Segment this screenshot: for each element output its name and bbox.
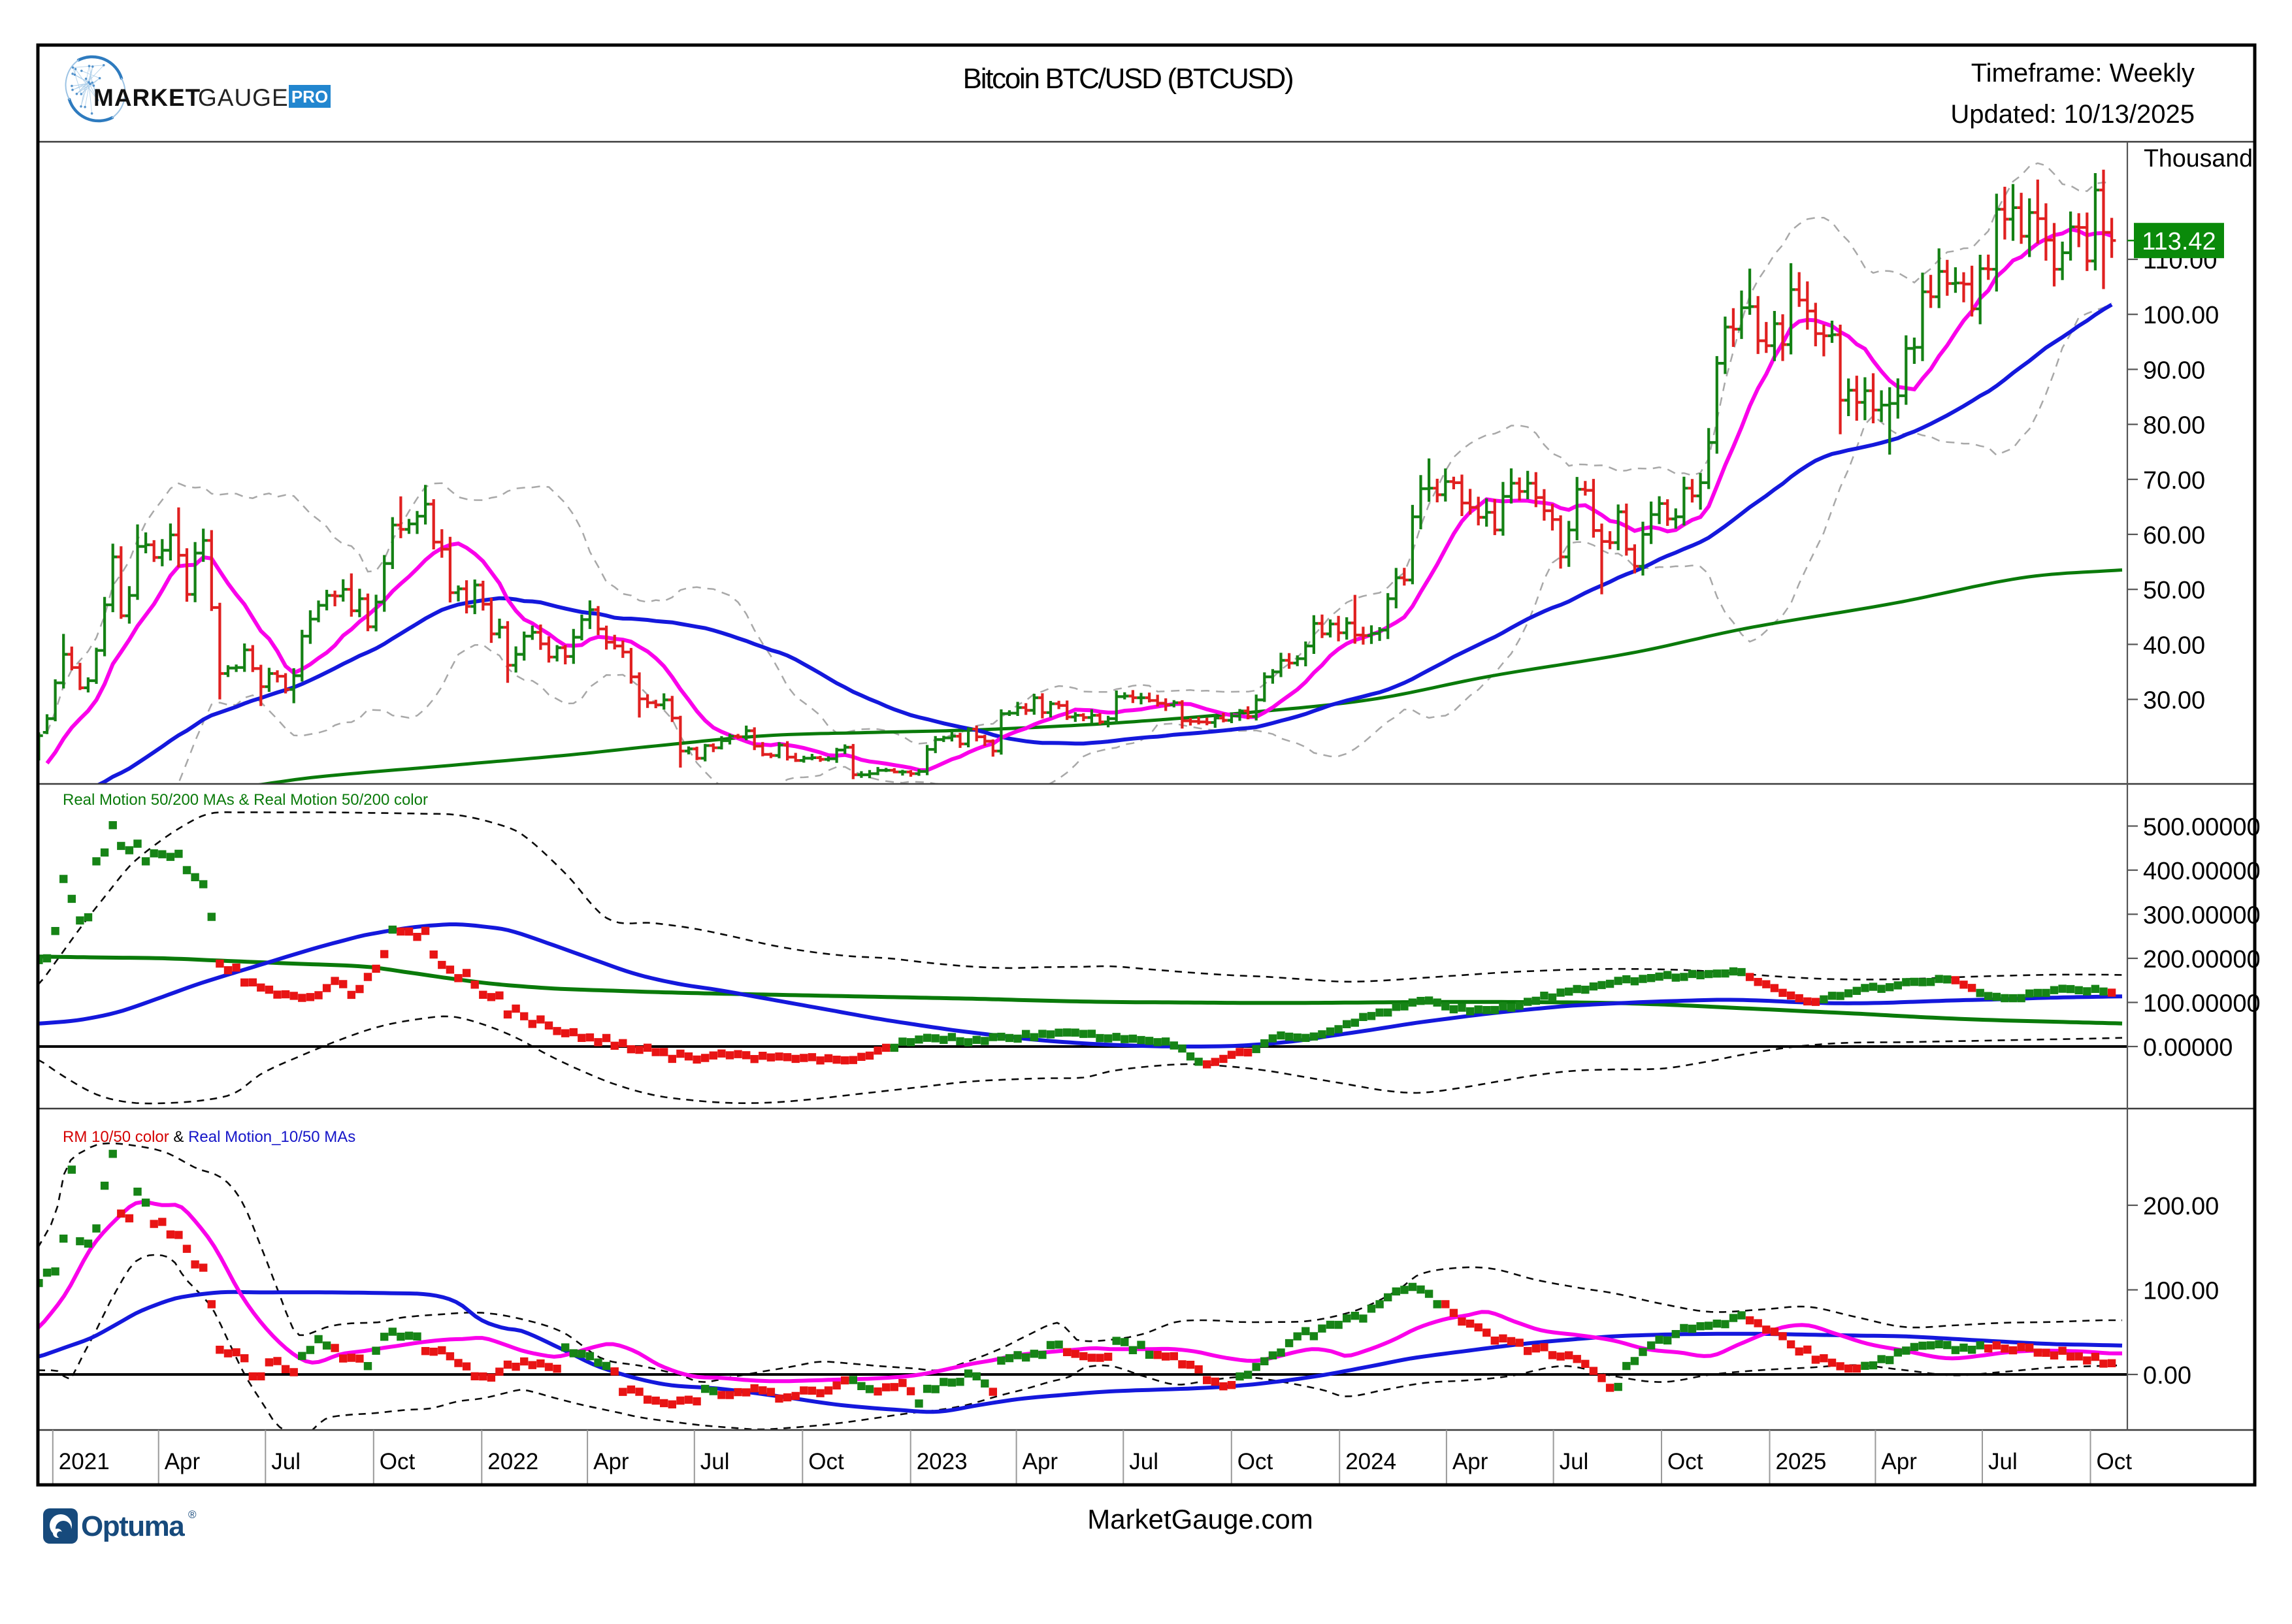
svg-text:500.00000: 500.00000	[2143, 814, 2261, 841]
svg-text:Jul: Jul	[271, 1449, 301, 1474]
svg-text:Real Motion 50/200 MAs & Real: Real Motion 50/200 MAs & Real Motion 50/…	[63, 791, 428, 809]
svg-text:60.00: 60.00	[2143, 522, 2205, 549]
svg-text:400.00000: 400.00000	[2143, 858, 2261, 885]
svg-text:2024: 2024	[1345, 1449, 1396, 1474]
svg-text:100.00: 100.00	[2143, 1278, 2219, 1305]
svg-text:Apr: Apr	[165, 1449, 201, 1474]
svg-text:Apr: Apr	[1452, 1449, 1488, 1474]
svg-text:MarketGauge.com: MarketGauge.com	[1087, 1504, 1313, 1535]
svg-text:PRO: PRO	[291, 87, 328, 106]
svg-text:Timeframe: Weekly: Timeframe: Weekly	[1971, 59, 2195, 88]
svg-text:Apr: Apr	[1023, 1449, 1058, 1474]
svg-text:Oct: Oct	[1667, 1449, 1703, 1474]
svg-text:200.00: 200.00	[2143, 1193, 2219, 1220]
svg-text:100.00: 100.00	[2143, 302, 2219, 329]
svg-text:0.00: 0.00	[2143, 1362, 2191, 1389]
svg-text:Apr: Apr	[1881, 1449, 1917, 1474]
svg-text:50.00: 50.00	[2143, 577, 2205, 604]
svg-text:30.00: 30.00	[2143, 687, 2205, 715]
svg-text:®: ®	[188, 1508, 197, 1521]
svg-text:Thousand: Thousand	[2144, 145, 2253, 172]
svg-text:Bitcoin BTC/USD (BTCUSD): Bitcoin BTC/USD (BTCUSD)	[963, 63, 1293, 95]
svg-text:40.00: 40.00	[2143, 632, 2205, 659]
svg-text:Oct: Oct	[808, 1449, 844, 1474]
svg-text:Jul: Jul	[1988, 1449, 2018, 1474]
svg-text:GAUGE: GAUGE	[198, 84, 289, 111]
svg-text:100.00000: 100.00000	[2143, 990, 2261, 1018]
svg-text:Apr: Apr	[593, 1449, 629, 1474]
svg-text:Updated: 10/13/2025: Updated: 10/13/2025	[1950, 100, 2195, 129]
svg-text:Oct: Oct	[1237, 1449, 1273, 1474]
svg-text:113.42: 113.42	[2142, 228, 2216, 255]
svg-text:Jul: Jul	[1560, 1449, 1589, 1474]
svg-text:80.00: 80.00	[2143, 412, 2205, 440]
svg-text:Jul: Jul	[700, 1449, 730, 1474]
svg-text:2025: 2025	[1776, 1449, 1827, 1474]
svg-text:90.00: 90.00	[2143, 357, 2205, 384]
svg-text:Optuma: Optuma	[81, 1510, 185, 1542]
svg-text:2023: 2023	[917, 1449, 968, 1474]
svg-text:0.00000: 0.00000	[2143, 1034, 2233, 1062]
svg-text:Jul: Jul	[1129, 1449, 1158, 1474]
svg-text:Oct: Oct	[380, 1449, 416, 1474]
svg-text:200.00000: 200.00000	[2143, 946, 2261, 973]
svg-text:RM 10/50 color & Real Motion_1: RM 10/50 color & Real Motion_10/50 MAs	[63, 1128, 355, 1146]
svg-text:Oct: Oct	[2097, 1449, 2133, 1474]
svg-text:70.00: 70.00	[2143, 467, 2205, 495]
svg-text:2022: 2022	[487, 1449, 538, 1474]
svg-text:2021: 2021	[59, 1449, 110, 1474]
svg-text:MARKET: MARKET	[93, 84, 201, 111]
svg-text:300.00000: 300.00000	[2143, 902, 2261, 930]
